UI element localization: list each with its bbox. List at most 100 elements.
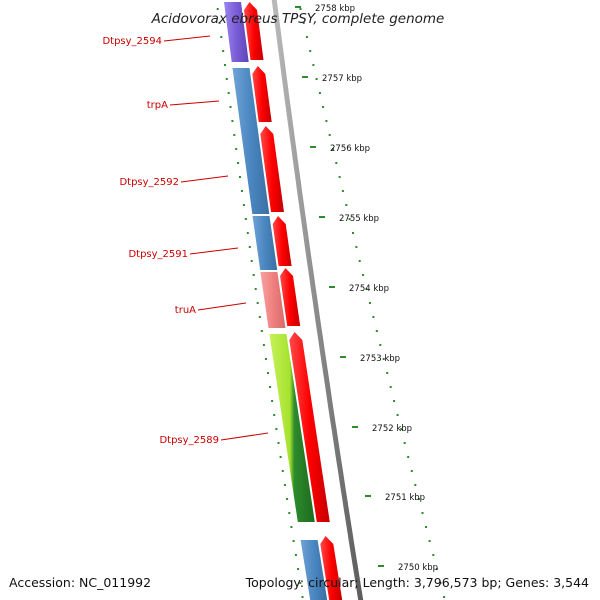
inner-tick [233,134,236,136]
inner-tick [281,470,284,472]
outer-tick [362,274,365,276]
outer-tick [328,134,331,136]
outer-tick [312,64,315,66]
outer-tick [428,540,431,542]
inner-tick [246,232,249,234]
inner-tick [292,540,295,542]
outer-tick [382,358,385,360]
kbp-scale-label: 2758 kbp [315,4,355,14]
inner-tick [250,260,253,262]
kbp-scale-label: 2752 kbp [372,424,412,434]
kbp-major-tick [352,426,358,428]
kbp-major-tick [329,286,335,288]
outer-tick [352,232,354,234]
outer-tick [400,428,403,430]
kbp-scale-label: 2751 kbp [385,493,425,503]
outer-tick [345,204,348,206]
inner-tick [258,316,261,318]
inner-tick [299,582,302,584]
scale-ticks [216,6,446,598]
outer-tick [305,36,308,38]
kbp-scale-label: 2757 kbp [322,74,362,84]
inner-tick [283,484,286,486]
outer-tick [443,596,446,598]
inner-tick [271,400,274,402]
inner-tick [269,386,272,388]
gene-feature-forward-1 [244,2,264,60]
outer-tick [414,484,417,486]
gene-leader-line [220,432,269,441]
gene-label: truA [175,305,196,316]
kbp-scale-label: 2754 kbp [349,284,389,294]
inner-tick [242,204,245,206]
gene-feature-dtpsy-2592 [252,216,278,270]
outer-tick [318,92,321,94]
gene-leader-line [189,247,239,255]
outer-tick [407,456,410,458]
outer-tick [389,386,392,388]
kbp-major-tick [378,565,384,567]
inner-tick [225,78,228,80]
gene-feature-forward-6 [289,332,330,522]
kbp-scale-label: 2750 kbp [398,563,438,573]
gene-leader-line [180,175,229,183]
kbp-scale-label: 2756 kbp [330,144,370,154]
inner-tick [286,498,289,500]
kbp-major-tick [340,356,346,358]
outer-tick [368,302,371,304]
inner-tick [254,288,257,290]
outer-tick [315,78,318,80]
outer-tick [372,316,375,318]
gene-label: Dtpsy_2592 [119,177,179,188]
gene-feature-forward-2 [252,66,272,122]
gene-label: Dtpsy_2589 [159,435,219,446]
outer-tick [355,246,358,248]
kbp-major-tick [365,495,371,497]
outer-tick [417,498,420,500]
gene-feature-reverse-next [300,540,328,600]
outer-tick [341,190,344,192]
outer-tick [421,512,424,514]
outer-tick [439,582,442,584]
backbone-arc [271,0,364,600]
inner-tick [262,344,265,346]
kbp-major-tick [295,6,301,8]
outer-tick [379,344,382,346]
gene-feature-forward-5 [280,268,301,326]
gene-leader-line [197,302,247,311]
kbp-scale-label: 2753 kbp [360,354,400,364]
topology-summary: Topology: circular; Length: 3,796,573 bp… [245,575,589,590]
outer-tick [358,260,361,262]
gene-label: Dtpsy_2591 [128,249,188,260]
outer-tick [410,470,413,472]
inner-tick [267,372,269,374]
inner-tick [260,330,263,332]
gene-feature-forward-4 [272,216,292,266]
gene-feature-forward-3 [260,126,284,212]
inner-tick [218,22,221,24]
inner-tick [288,512,291,514]
inner-tick [256,302,259,304]
inner-tick [294,554,297,556]
inner-tick [239,176,241,178]
outer-tick [386,372,389,374]
gene-feature-forward-7 [320,536,343,600]
outer-tick [322,106,325,108]
outer-tick [302,22,305,24]
gene-labels: 2758 kbp 2757 kbp 2756 kbp 2755 kbp 2754 kbp… [102,4,438,573]
genome-backbone [271,0,364,600]
inner-tick [297,568,300,570]
inner-tick [275,428,278,430]
inner-tick [235,148,238,150]
inner-tick [252,274,255,276]
gene-label: trpA [147,100,168,111]
outer-tick [396,414,399,416]
inner-tick [277,442,280,444]
outer-tick [393,400,396,402]
gene-feature-trua [260,272,286,328]
kbp-major-tick [319,216,325,218]
inner-tick [290,526,293,528]
outer-tick [325,120,328,122]
outer-tick [375,330,378,332]
